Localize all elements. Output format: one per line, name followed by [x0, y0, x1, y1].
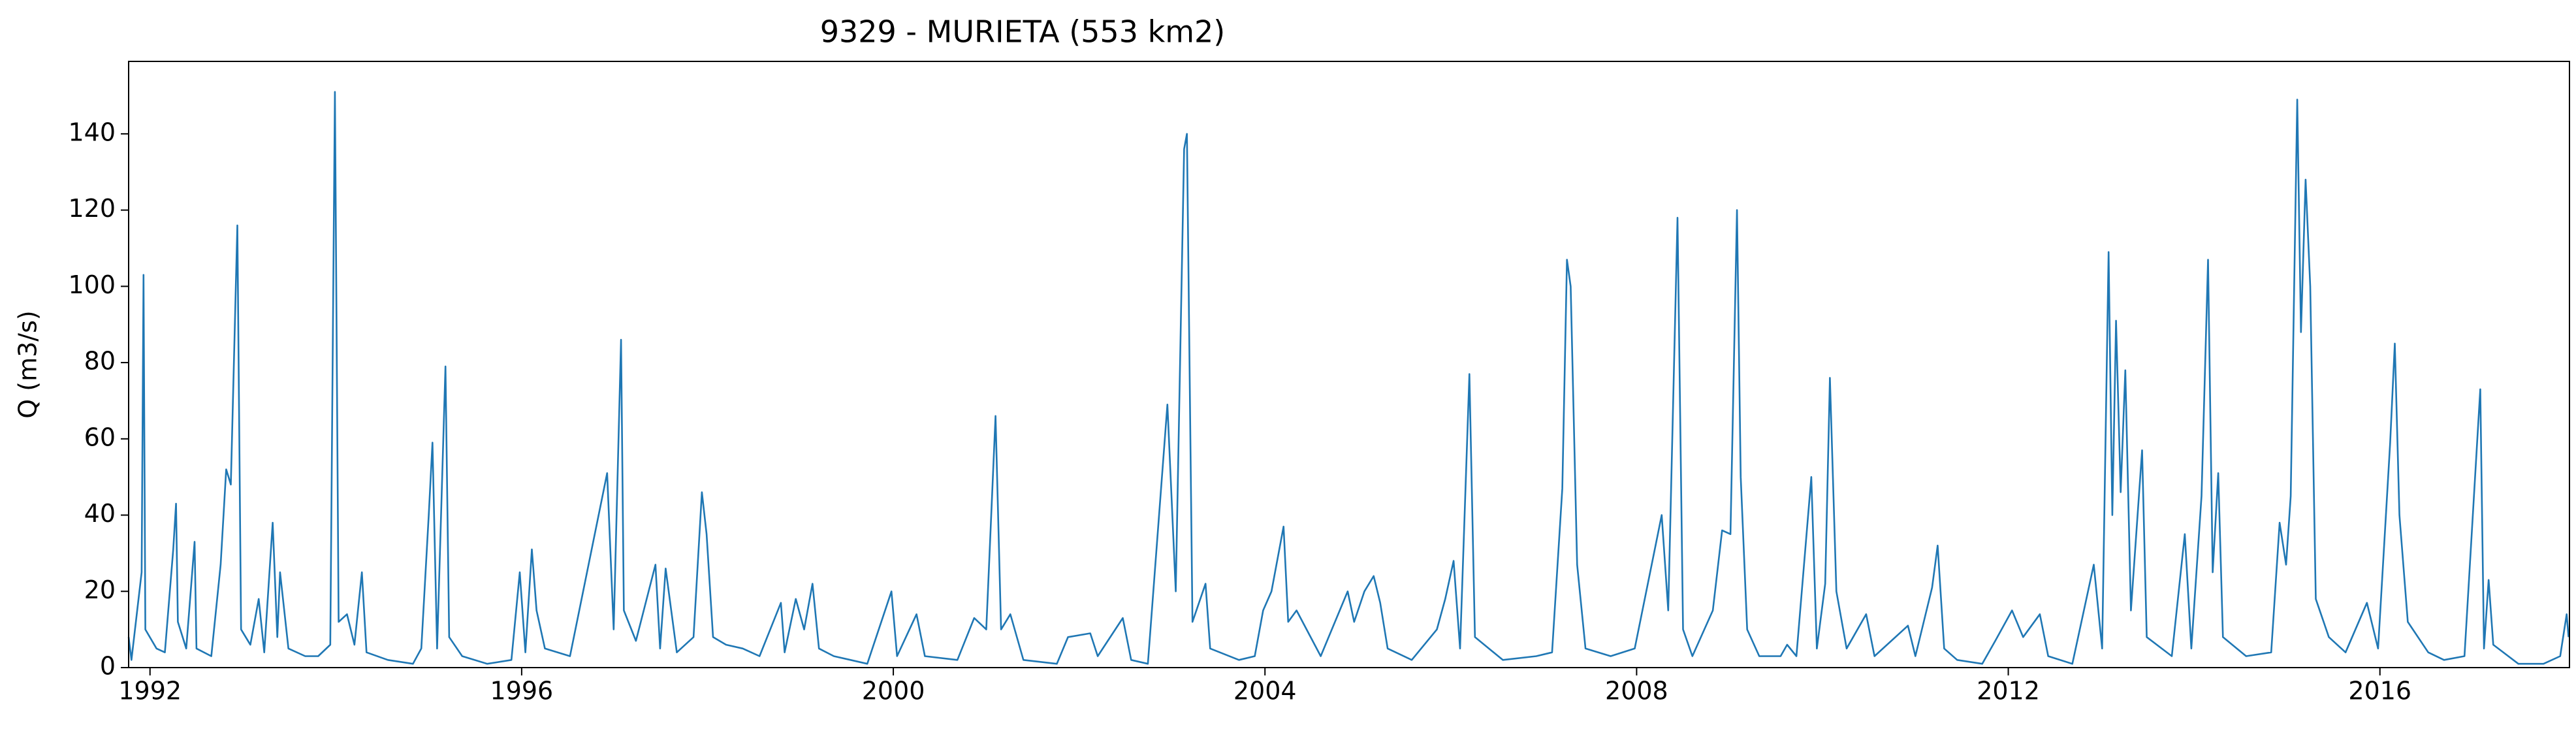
y-tick-label: 60: [84, 423, 116, 451]
y-tick-label: 140: [68, 118, 116, 146]
x-tick-label: 1992: [118, 677, 182, 705]
chart-title: 9329 - MURIETA (553 km2): [820, 14, 1226, 50]
y-tick-label: 20: [84, 575, 116, 604]
y-tick-label: 80: [84, 347, 116, 376]
x-tick-label: 2008: [1605, 677, 1668, 705]
y-axis-label: Q (m3/s): [14, 310, 42, 418]
x-tick-label: 1996: [490, 677, 554, 705]
x-tick-label: 2016: [2348, 677, 2411, 705]
plot-frame: [128, 61, 2570, 668]
y-tick-label: 0: [100, 652, 116, 681]
x-tick-label: 2000: [862, 677, 925, 705]
x-tick-label: 2004: [1233, 677, 1297, 705]
x-tick-label: 2012: [1977, 677, 2040, 705]
y-tick-label: 120: [68, 194, 116, 223]
y-tick-label: 40: [84, 499, 116, 528]
y-tick-label: 100: [68, 270, 116, 299]
data-line: [127, 91, 2569, 665]
